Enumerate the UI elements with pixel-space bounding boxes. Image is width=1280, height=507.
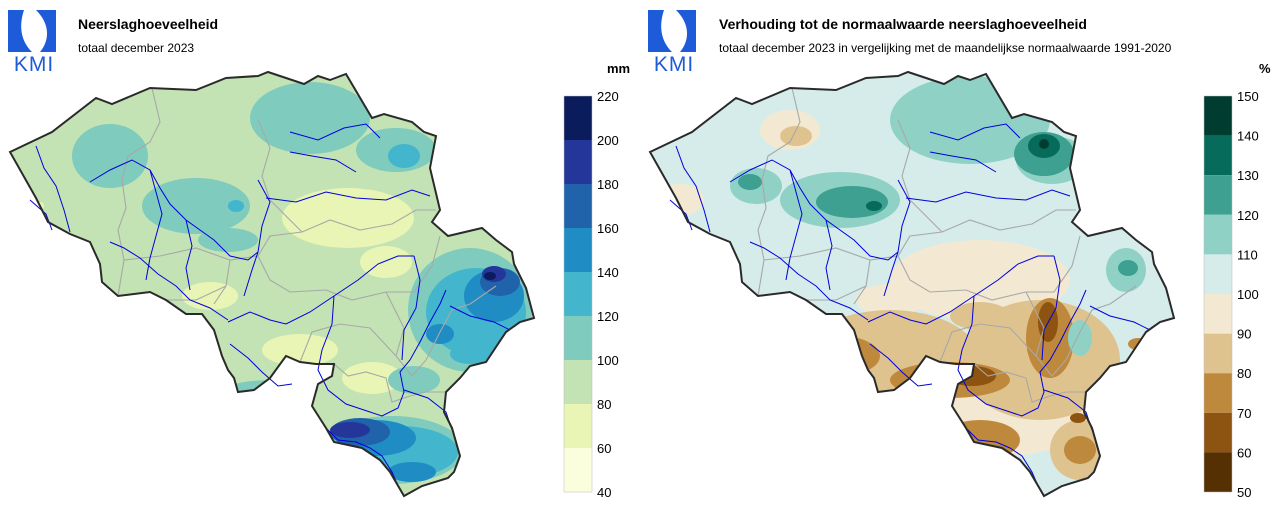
legend-tick-label: 100 [597, 353, 619, 368]
map-subtitle: totaal december 2023 in vergelijking met… [719, 41, 1172, 55]
legend-tick-label: 60 [597, 441, 611, 456]
map-title: Neerslaghoeveelheid [78, 16, 219, 32]
precipitation-legend: 220 200 180 160 140 120 100 80 60 40 [563, 89, 619, 500]
legend-tick-label: 180 [597, 177, 619, 192]
legend-tick-label: 40 [597, 485, 611, 500]
kmi-logo: KMI [646, 6, 698, 76]
legend-tick-label: 140 [597, 265, 619, 280]
legend-swatch [564, 140, 592, 184]
province-borders [757, 87, 1137, 403]
legend-tick-label: 80 [1237, 366, 1251, 381]
legend-swatch [564, 96, 592, 140]
legend-swatch [564, 360, 592, 404]
legend-swatch [1204, 96, 1232, 136]
province-borders [117, 87, 497, 403]
kmi-logo-icon [8, 10, 56, 52]
logo-text: KMI [653, 53, 695, 76]
legend-tick-label: 80 [597, 397, 611, 412]
legend-swatch [564, 316, 592, 360]
legend-tick-label: 100 [1237, 287, 1259, 302]
rivers [29, 123, 511, 487]
legend-tick-label: 150 [1237, 89, 1259, 104]
legend-tick-label: 70 [1237, 406, 1251, 421]
legend-swatch [564, 184, 592, 228]
legend-tick-label: 90 [1237, 327, 1251, 342]
legend-swatch [1204, 214, 1232, 255]
legend-unit: % [1259, 61, 1271, 76]
legend-tick-label: 130 [1237, 168, 1259, 183]
country-border [648, 70, 1176, 498]
legend-tick-label: 160 [597, 221, 619, 236]
legend-swatch [564, 228, 592, 272]
legend-swatch [564, 272, 592, 316]
legend-swatch [1204, 254, 1232, 294]
ratio-map [648, 70, 1176, 498]
legend-tick-label: 120 [1237, 208, 1259, 223]
legend-tick-label: 140 [1237, 129, 1259, 144]
precipitation-fill [10, 72, 534, 496]
legend-swatch [564, 448, 592, 492]
legend-swatch [1204, 412, 1232, 453]
map-subtitle: totaal december 2023 [78, 41, 195, 55]
kmi-logo-icon [648, 10, 696, 52]
kmi-logo: KMI [6, 6, 58, 76]
legend-frame [563, 95, 593, 493]
ratio-panel: KMI Verhouding tot de normaalwaarde neer… [640, 0, 1280, 507]
legend-unit: mm [607, 61, 631, 76]
country-border [8, 70, 536, 498]
legend-swatch [1204, 373, 1232, 413]
legend-tick-label: 60 [1237, 445, 1251, 460]
legend-swatch [1204, 175, 1232, 215]
precipitation-map [8, 70, 536, 498]
legend-swatch [1204, 333, 1232, 374]
legend-tick-label: 120 [597, 309, 619, 324]
legend-tick-label: 220 [597, 89, 619, 104]
legend-frame [1203, 95, 1233, 493]
legend-swatch [1204, 294, 1232, 334]
legend-swatch [1204, 135, 1232, 176]
legend-swatch [564, 404, 592, 448]
logo-text: KMI [13, 53, 55, 76]
ratio-fill [650, 72, 1174, 496]
precipitation-panel: KMI Neerslaghoeveelheid totaal december … [6, 6, 631, 500]
map-title: Verhouding tot de normaalwaarde neerslag… [719, 16, 1087, 32]
legend-tick-label: 50 [1237, 485, 1251, 500]
legend-tick-label: 110 [1237, 247, 1258, 262]
legend-tick-label: 200 [597, 133, 619, 148]
ratio-legend: 150 140 130 120 110 100 90 80 70 60 50 [1203, 89, 1259, 500]
legend-swatch [1204, 452, 1232, 492]
